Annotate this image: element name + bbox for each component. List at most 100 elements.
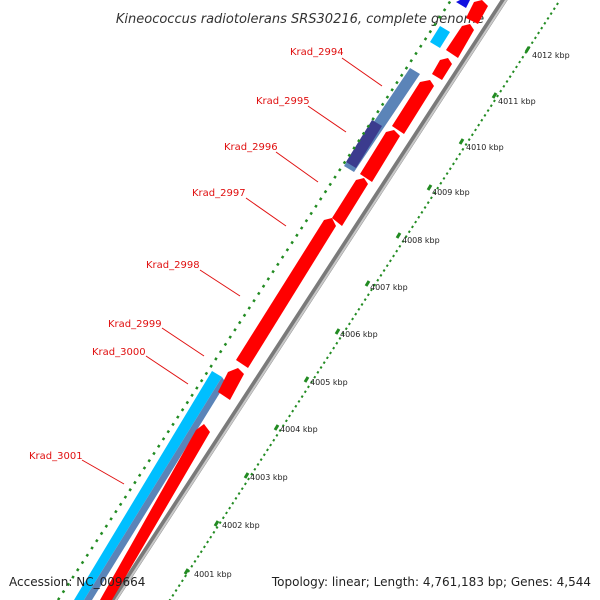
coord-minor-tick [187,569,191,573]
coord-minor-tick [474,128,477,132]
coord-minor-tick [515,65,518,69]
coord-minor-tick [379,273,383,277]
track-dot [223,342,228,347]
track-dot [80,560,85,565]
coord-minor-tick [303,390,307,394]
gene-label-krad-3001[interactable]: Krad_3001 [29,451,83,462]
coord-minor-tick [530,41,534,45]
coord-minor-tick [243,482,247,486]
gene-red-3[interactable] [236,218,336,368]
track-dot [237,320,242,325]
track-dot [114,509,118,514]
gene-label-krad-2997[interactable]: Krad_2997 [192,188,246,199]
gene-red-4[interactable] [332,178,368,226]
gene-label-krad-3000[interactable]: Krad_3000 [92,347,146,358]
coord-minor-tick [269,443,273,447]
coord-minor-tick [407,230,411,234]
gene-label-krad-2996[interactable]: Krad_2996 [224,142,278,153]
coord-minor-tick [489,104,493,108]
track-dot [314,204,318,208]
gene-label-krad-2995[interactable]: Krad_2995 [256,96,310,107]
coord-minor-tick [297,399,301,403]
gene-red-5[interactable] [360,130,400,182]
track-dot [261,284,266,288]
coord-major-tick [243,472,250,479]
track-dot [404,66,409,70]
gene-top-lightblue[interactable] [430,26,450,48]
coord-major-tick [426,184,433,191]
coord-minor-tick [209,535,213,539]
coord-minor-tick [420,210,424,214]
coord-minor-tick [351,317,355,321]
track-dot [361,131,366,136]
coord-minor-tick [546,16,550,20]
coord-major-tick [273,424,280,431]
track-dot [76,568,80,572]
gene-krad-3001-bar[interactable] [74,371,222,600]
gene-top-blue[interactable] [456,0,470,8]
coord-minor-tick [306,385,310,389]
coord-minor-tick [319,366,323,369]
accession-text: Accession: NC_009664 [9,575,145,589]
coord-minor-tick [401,239,405,243]
coord-minor-tick [250,472,254,476]
track-dot [209,364,213,368]
track-dot [166,429,171,434]
coord-minor-tick [448,167,452,171]
coord-minor-tick [363,298,367,302]
track-dot [252,298,256,303]
track-dot [156,444,161,448]
coord-minor-tick [505,79,509,83]
track-dot [414,51,418,56]
tick-label-4008: 4008 kbp [402,236,440,245]
coord-minor-tick [373,283,377,287]
coord-minor-tick [256,462,260,466]
coord-minor-tick [234,496,238,500]
coord-minor-tick [496,94,500,98]
tick-label-4011: 4011 kbp [498,97,536,106]
coord-minor-tick [360,302,364,306]
track-dot [128,488,132,492]
coord-minor-tick [518,60,522,64]
coord-minor-tick [193,559,197,563]
coord-minor-tick [253,467,257,471]
coord-minor-tick [392,254,395,258]
gene-label-krad-2999[interactable]: Krad_2999 [108,319,162,330]
track-dot [247,306,252,310]
track-dot [442,8,447,12]
track-dot [385,95,390,99]
reverse-strand-genes [74,0,470,600]
track-dot [409,59,413,63]
tick-label-4012: 4012 kbp [532,51,570,60]
coord-minor-tick [398,244,402,248]
gene-label-krad-2994[interactable]: Krad_2994 [290,47,344,58]
gene-red-9[interactable] [466,0,488,24]
coordinate-track [168,2,559,600]
coord-minor-tick [404,235,408,239]
track-dot [419,44,423,48]
track-dot [376,109,380,114]
coord-major-tick [364,280,371,287]
coord-minor-tick [470,133,474,137]
coord-minor-tick [325,356,329,360]
gene-red-6[interactable] [392,80,434,134]
coord-minor-tick [388,259,392,263]
coord-minor-tick [439,181,443,185]
gene-label-krad-2998[interactable]: Krad_2998 [146,260,200,271]
gene-red-1[interactable] [100,424,210,600]
coord-minor-tick [502,84,506,88]
coord-minor-tick [199,550,203,554]
track-dot [342,160,347,165]
coord-minor-tick [272,438,276,442]
coord-minor-tick [313,375,317,379]
track-dot [428,29,433,34]
gene-red-7[interactable] [432,58,452,80]
coord-minor-tick [395,249,399,253]
coord-minor-tick [347,322,351,326]
coord-minor-tick [556,2,559,6]
coord-minor-tick [499,89,503,93]
track-dot [290,240,294,245]
gene-red-8[interactable] [446,24,474,58]
gene-krad-2996-bar[interactable] [346,120,382,168]
gene-red-2[interactable] [218,368,244,400]
